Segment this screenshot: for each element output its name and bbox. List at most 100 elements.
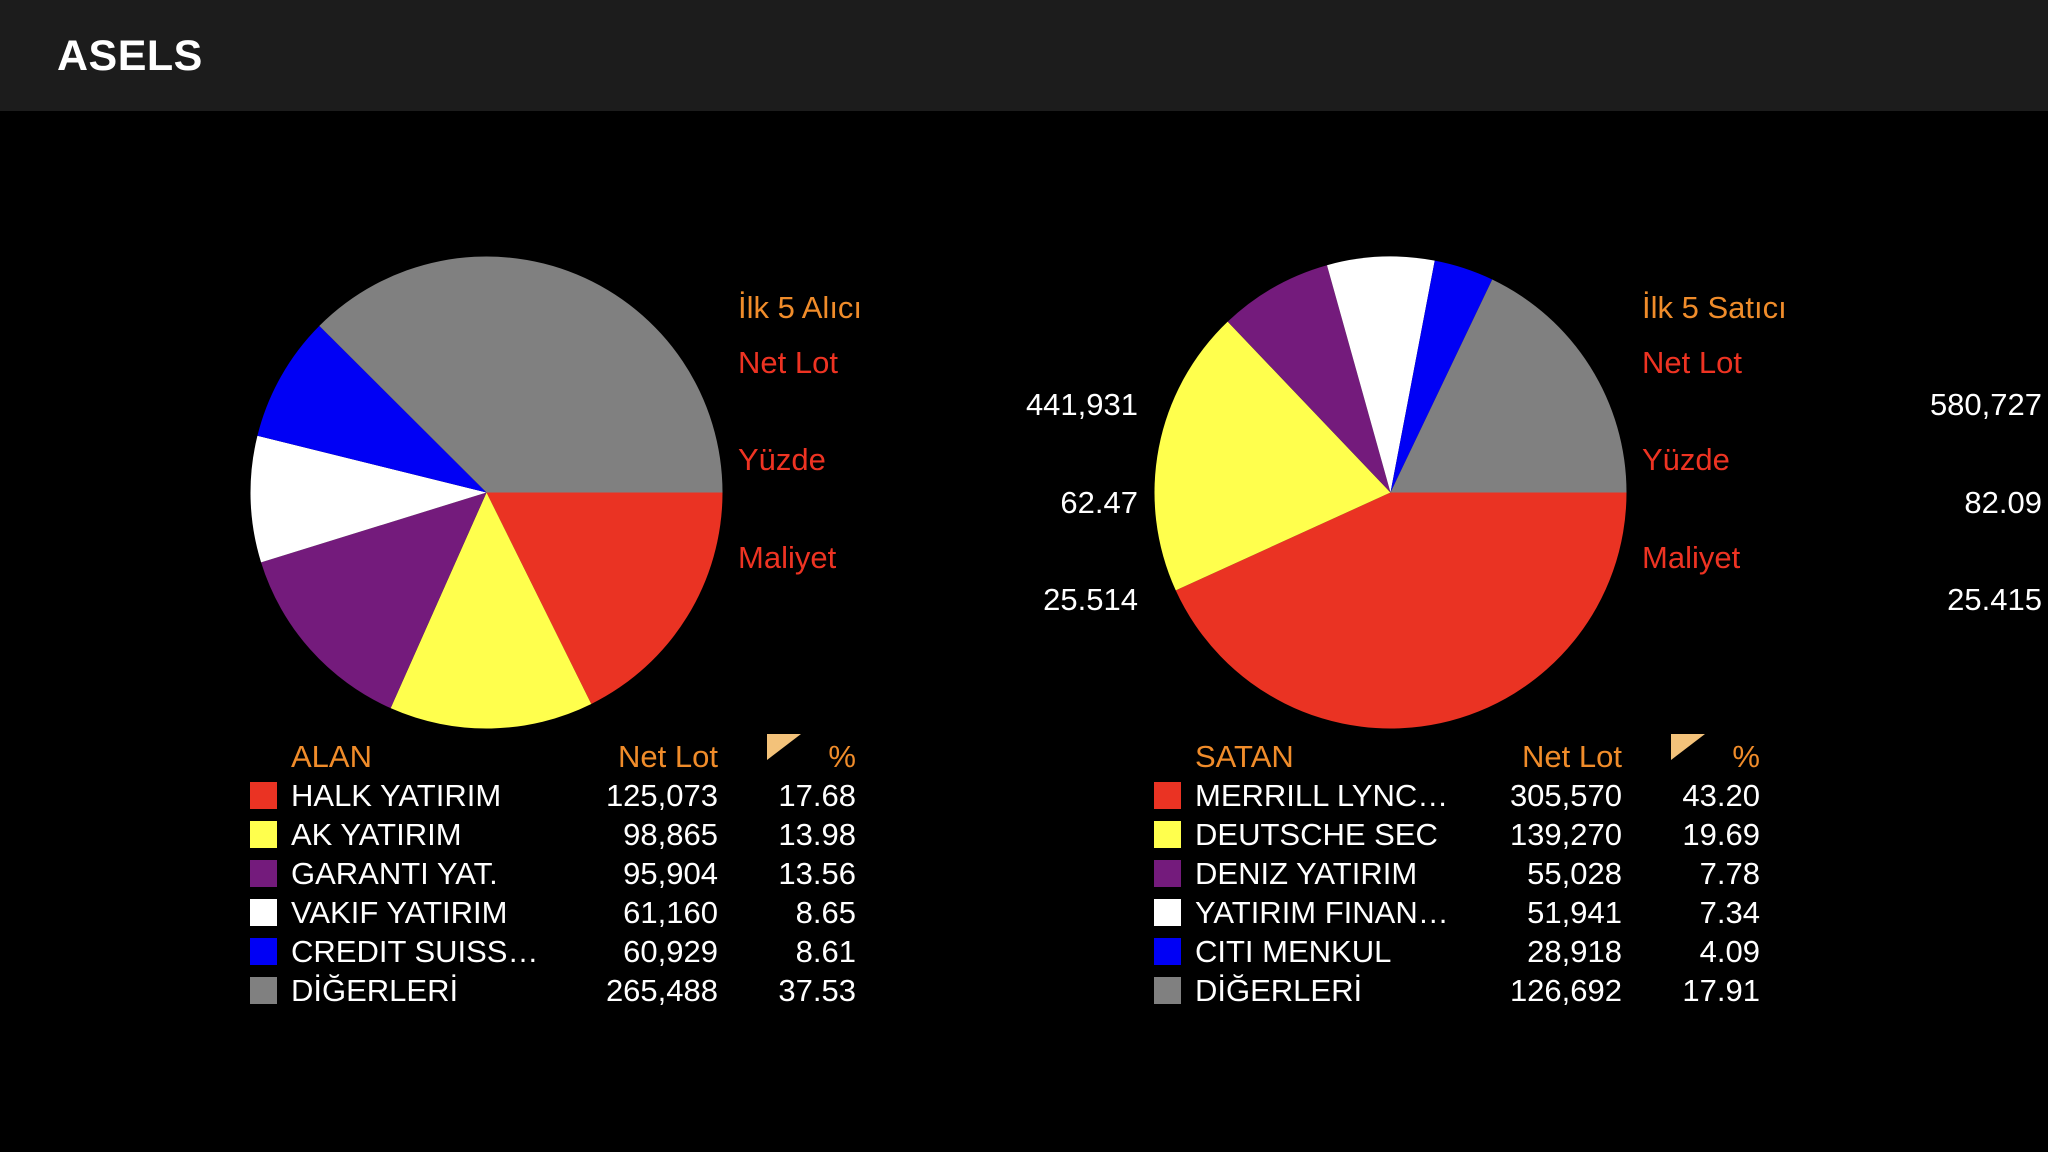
row-pct: 37.53 bbox=[778, 973, 856, 1008]
row-net-lot: 125,073 bbox=[605, 778, 718, 813]
pie-slice-1 bbox=[486, 492, 723, 704]
pie-slice-2 bbox=[390, 492, 592, 729]
row-net-lot: 51,941 bbox=[1527, 895, 1622, 930]
row-name: AK YATIRIM bbox=[291, 817, 462, 852]
legend-swatch bbox=[250, 860, 277, 887]
table-row[interactable]: CREDIT SUISS… 60,929 8.61 bbox=[248, 932, 888, 971]
sort-indicator-icon[interactable] bbox=[767, 734, 801, 760]
buyers-net-lot-value: 441,931 bbox=[1025, 387, 1138, 422]
buyers-summary-title: İlk 5 Alıcı bbox=[738, 290, 863, 325]
pie-slice-5 bbox=[1390, 260, 1493, 493]
sellers-name-header[interactable]: SATAN bbox=[1195, 739, 1294, 774]
legend-swatch bbox=[1154, 938, 1181, 965]
row-name: DENIZ YATIRIM bbox=[1195, 856, 1418, 891]
row-pct: 8.65 bbox=[795, 895, 856, 930]
title-bar: ASELS bbox=[0, 0, 2048, 111]
buyers-cost-label: Maliyet bbox=[738, 540, 837, 575]
sellers-cost-label: Maliyet bbox=[1642, 540, 1741, 575]
table-row[interactable]: DİĞERLERİ 265,488 37.53 bbox=[248, 971, 888, 1010]
row-name: MERRILL LYNC… bbox=[1195, 778, 1449, 813]
table-row[interactable]: MERRILL LYNC… 305,570 43.20 bbox=[1152, 776, 1792, 815]
sellers-cost-value: 25.415 bbox=[1947, 582, 2042, 617]
row-net-lot: 98,865 bbox=[623, 817, 718, 852]
row-pct: 17.68 bbox=[778, 778, 856, 813]
row-pct: 13.56 bbox=[778, 856, 856, 891]
row-pct: 43.20 bbox=[1682, 778, 1760, 813]
row-net-lot: 28,918 bbox=[1527, 934, 1622, 969]
row-pct: 7.78 bbox=[1699, 856, 1760, 891]
row-net-lot: 139,270 bbox=[1509, 817, 1622, 852]
sellers-pct-value: 82.09 bbox=[1964, 485, 2042, 520]
legend-swatch bbox=[1154, 821, 1181, 848]
row-pct: 19.69 bbox=[1682, 817, 1760, 852]
row-name: GARANTI YAT. bbox=[291, 856, 498, 891]
page-title: ASELS bbox=[57, 32, 203, 80]
pie-slice-4 bbox=[250, 435, 487, 563]
buyers-pct-label: Yüzde bbox=[738, 442, 826, 477]
table-row[interactable]: YATIRIM FINAN… 51,941 7.34 bbox=[1152, 893, 1792, 932]
buyers-net-lot-label: Net Lot bbox=[738, 345, 838, 380]
pie-slice-3 bbox=[261, 492, 487, 709]
pie-slice-6 bbox=[319, 256, 723, 493]
legend-swatch bbox=[250, 977, 277, 1004]
row-name: DİĞERLERİ bbox=[1195, 973, 1363, 1008]
row-pct: 13.98 bbox=[778, 817, 856, 852]
row-net-lot: 55,028 bbox=[1527, 856, 1622, 891]
row-pct: 7.34 bbox=[1699, 895, 1760, 930]
row-net-lot: 305,570 bbox=[1509, 778, 1622, 813]
pie-slice-3 bbox=[1227, 265, 1391, 493]
table-row[interactable]: DEUTSCHE SEC 139,270 19.69 bbox=[1152, 815, 1792, 854]
table-row[interactable]: GARANTI YAT. 95,904 13.56 bbox=[248, 854, 888, 893]
row-pct: 4.09 bbox=[1699, 934, 1760, 969]
buyers-panel: İlk 5 Alıcı Net Lot 441,931 Yüzde 62.47 … bbox=[248, 0, 1138, 1152]
legend-swatch bbox=[1154, 899, 1181, 926]
row-name: DİĞERLERİ bbox=[291, 973, 459, 1008]
row-net-lot: 265,488 bbox=[605, 973, 718, 1008]
legend-swatch bbox=[250, 899, 277, 926]
buyers-net-lot-header[interactable]: Net Lot bbox=[618, 739, 718, 774]
row-pct: 17.91 bbox=[1682, 973, 1760, 1008]
pie-slice-6 bbox=[1390, 279, 1627, 493]
buyers-pie-chart bbox=[250, 256, 723, 729]
table-row[interactable]: AK YATIRIM 98,865 13.98 bbox=[248, 815, 888, 854]
sellers-pct-header[interactable]: % bbox=[1732, 739, 1760, 774]
table-row[interactable]: CITI MENKUL 28,918 4.09 bbox=[1152, 932, 1792, 971]
pie-slice-2 bbox=[1154, 321, 1391, 591]
table-row[interactable]: HALK YATIRIM 125,073 17.68 bbox=[248, 776, 888, 815]
pie-slice-1 bbox=[1175, 492, 1627, 729]
row-name: YATIRIM FINAN… bbox=[1195, 895, 1449, 930]
row-pct: 8.61 bbox=[795, 934, 856, 969]
row-name: VAKIF YATIRIM bbox=[291, 895, 508, 930]
legend-swatch bbox=[1154, 860, 1181, 887]
buyers-cost-value: 25.514 bbox=[1043, 582, 1138, 617]
pie-slice-5 bbox=[257, 325, 487, 493]
table-row[interactable]: DENIZ YATIRIM 55,028 7.78 bbox=[1152, 854, 1792, 893]
sort-indicator-icon[interactable] bbox=[1671, 734, 1705, 760]
legend-swatch bbox=[1154, 977, 1181, 1004]
buyers-name-header[interactable]: ALAN bbox=[291, 739, 372, 774]
sellers-pct-label: Yüzde bbox=[1642, 442, 1730, 477]
sellers-net-lot-value: 580,727 bbox=[1929, 387, 2042, 422]
legend-swatch bbox=[250, 938, 277, 965]
buyers-pct-header[interactable]: % bbox=[828, 739, 856, 774]
sellers-summary-title: İlk 5 Satıcı bbox=[1642, 290, 1787, 325]
row-net-lot: 126,692 bbox=[1509, 973, 1622, 1008]
sellers-panel: İlk 5 Satıcı Net Lot 580,727 Yüzde 82.09… bbox=[1152, 0, 2042, 1152]
buyers-pct-value: 62.47 bbox=[1060, 485, 1138, 520]
sellers-net-lot-label: Net Lot bbox=[1642, 345, 1742, 380]
row-name: HALK YATIRIM bbox=[291, 778, 502, 813]
sellers-pie-chart bbox=[1154, 256, 1627, 729]
row-net-lot: 95,904 bbox=[623, 856, 718, 891]
pie-slice-4 bbox=[1326, 256, 1435, 493]
row-name: CITI MENKUL bbox=[1195, 934, 1392, 969]
table-row[interactable]: VAKIF YATIRIM 61,160 8.65 bbox=[248, 893, 888, 932]
sellers-net-lot-header[interactable]: Net Lot bbox=[1522, 739, 1622, 774]
table-row[interactable]: DİĞERLERİ 126,692 17.91 bbox=[1152, 971, 1792, 1010]
row-name: DEUTSCHE SEC bbox=[1195, 817, 1438, 852]
legend-swatch bbox=[250, 782, 277, 809]
legend-swatch bbox=[250, 821, 277, 848]
row-name: CREDIT SUISS… bbox=[291, 934, 539, 969]
row-net-lot: 60,929 bbox=[623, 934, 718, 969]
legend-swatch bbox=[1154, 782, 1181, 809]
row-net-lot: 61,160 bbox=[623, 895, 718, 930]
